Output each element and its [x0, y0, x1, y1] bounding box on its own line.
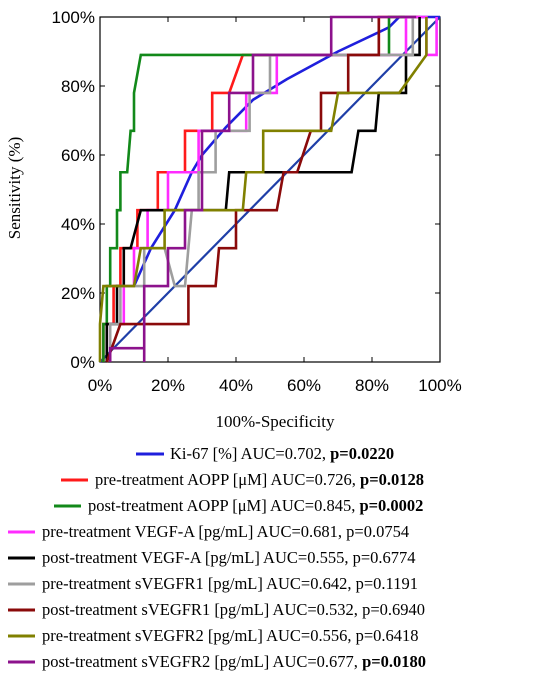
legend-label-pre-treatment-svegfr2-pg-ml: pre-treatment sVEGFR2 [pg/mL] AUC=0.556,… [42, 626, 419, 645]
legend-p-value: p=0.6418 [356, 626, 419, 645]
legend-label-pre-treatment-aopp-m: pre-treatment AOPP [μM] AUC=0.726, p=0.0… [95, 470, 424, 489]
x-tick-label: 0% [88, 376, 113, 395]
y-tick-label: 80% [61, 77, 95, 96]
legend-p-value: p=0.6774 [353, 548, 416, 567]
y-tick-label: 20% [61, 284, 95, 303]
x-tick-label: 60% [287, 376, 321, 395]
legend-p-value: p=0.0220 [330, 444, 394, 463]
legend-series-name: pre-treatment sVEGFR2 [pg/mL] [42, 626, 266, 645]
plot-area: 0% 0% 20% 20% 40% 40% 60% 60% 80% 80% 100% 100% [52, 8, 462, 395]
legend-series-name: Ki-67 [%] [170, 444, 241, 463]
series-line-post-treatment-vegf-a-pg-ml [105, 17, 421, 362]
legend-auc-value: AUC=0.555, [263, 548, 353, 567]
y-tick-label: 100% [52, 8, 95, 27]
series-line-post-treatment-aopp-m [102, 15, 417, 362]
series-line-pre-treatment-svegfr1-pg-ml [108, 17, 415, 362]
y-axis-title: Sensitivity (%) [5, 137, 24, 239]
legend-label-pre-treatment-vegf-a-pg-ml: pre-treatment VEGF-A [pg/mL] AUC=0.681, … [42, 522, 409, 541]
legend-p-value: p=0.0002 [359, 496, 423, 515]
legend-label-post-treatment-aopp-m: post-treatment AOPP [μM] AUC=0.845, p=0.… [88, 496, 423, 515]
x-tick-label: 20% [151, 376, 185, 395]
legend-p-value: p=0.0754 [346, 522, 409, 541]
legend-auc-value: AUC=0.532, [273, 600, 363, 619]
legend-series-name: pre-treatment AOPP [μM] [95, 470, 271, 489]
legend-label-post-treatment-vegf-a-pg-ml: post-treatment VEGF-A [pg/mL] AUC=0.555,… [42, 548, 416, 567]
x-axis-title: 100%-Specificity [216, 412, 335, 431]
x-tick-label: 40% [219, 376, 253, 395]
series-line-post-treatment-svegfr2-pg-ml [108, 15, 417, 362]
series-line-pre-treatment-svegfr2-pg-ml [98, 17, 428, 362]
legend-label-ki-67: Ki-67 [%] AUC=0.702, p=0.0220 [170, 444, 394, 463]
legend: Ki-67 [%] AUC=0.702, p=0.0220 pre-treatme… [8, 444, 426, 671]
legend-series-name: post-treatment VEGF-A [pg/mL] [42, 548, 263, 567]
legend-p-value: p=0.0180 [362, 652, 426, 671]
legend-label-post-treatment-svegfr1-pg-ml: post-treatment sVEGFR1 [pg/mL] AUC=0.532… [42, 600, 425, 619]
legend-series-name: pre-treatment VEGF-A [pg/mL] [42, 522, 257, 541]
x-tick-label: 100% [418, 376, 461, 395]
legend-label-pre-treatment-svegfr1-pg-ml: pre-treatment sVEGFR1 [pg/mL] AUC=0.642,… [42, 574, 418, 593]
legend-p-value: p=0.6940 [362, 600, 425, 619]
legend-series-name: post-treatment sVEGFR1 [pg/mL] [42, 600, 273, 619]
x-tick-label: 80% [355, 376, 389, 395]
series-line-post-treatment-svegfr1-pg-ml [105, 17, 381, 363]
legend-auc-value: AUC=0.702, [241, 444, 331, 463]
legend-series-name: post-treatment sVEGFR2 [pg/mL] [42, 652, 273, 671]
legend-auc-value: AUC=0.845, [270, 496, 360, 515]
legend-series-name: post-treatment AOPP [μM] [88, 496, 270, 515]
plot-frame [99, 16, 441, 363]
legend-p-value: p=0.0128 [360, 470, 424, 489]
legend-auc-value: AUC=0.642, [266, 574, 356, 593]
legend-auc-value: AUC=0.677, [273, 652, 363, 671]
legend-p-value: p=0.1191 [356, 574, 418, 593]
legend-auc-value: AUC=0.726, [271, 470, 361, 489]
legend-series-name: pre-treatment sVEGFR1 [pg/mL] [42, 574, 266, 593]
legend-label-post-treatment-svegfr2-pg-ml: post-treatment sVEGFR2 [pg/mL] AUC=0.677… [42, 652, 426, 671]
y-tick-label: 0% [70, 353, 95, 372]
y-tick-label: 60% [61, 146, 95, 165]
y-tick-label: 40% [61, 215, 95, 234]
legend-auc-value: AUC=0.556, [266, 626, 356, 645]
series-line-ki-67 [132, 15, 440, 287]
legend-auc-value: AUC=0.681, [257, 522, 347, 541]
reference-line [99, 16, 441, 363]
